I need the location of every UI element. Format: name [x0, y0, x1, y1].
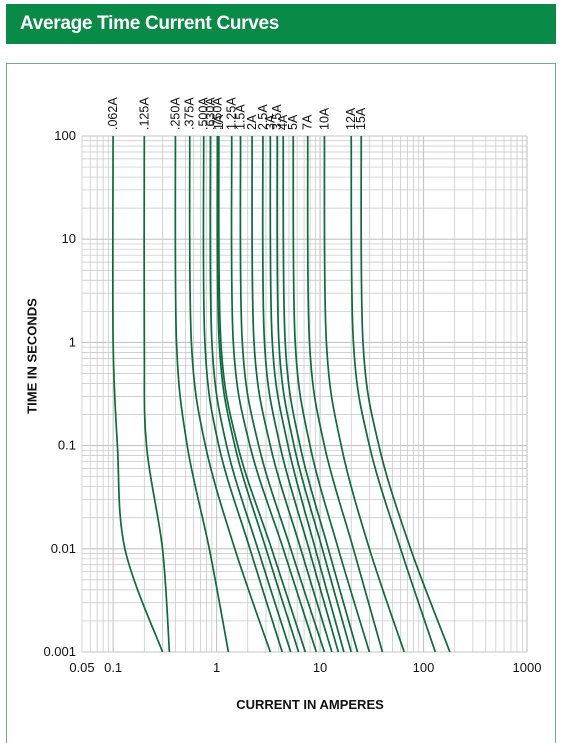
grid	[81, 135, 528, 653]
curve-8	[230, 135, 318, 653]
series-label: .062A	[106, 97, 120, 130]
x-tick-label: 0.05	[69, 660, 94, 675]
curve-11	[261, 135, 340, 653]
curve-3	[188, 135, 272, 653]
chart-frame	[6, 63, 556, 743]
series-label: 4A	[276, 114, 290, 130]
curve-16	[306, 135, 384, 653]
x-tick-label: 100	[413, 660, 435, 675]
series-label: .375A	[183, 97, 197, 130]
y-tick-label: 1	[69, 334, 76, 349]
series-labels: .062A .125A .250A .375A .500A.630A.750A1A1.2…	[106, 97, 368, 130]
curve-14	[282, 135, 359, 653]
page-title: Average Time Current Curves	[20, 13, 280, 34]
series-label: 7A	[301, 114, 315, 130]
curve-2	[174, 135, 230, 653]
curve-0	[111, 135, 164, 653]
series-label: 3A	[263, 114, 277, 130]
series-label: 3.5A	[270, 104, 284, 130]
x-tick-label: 10	[313, 660, 327, 675]
series-label: 10A	[317, 107, 331, 130]
x-tick-label: 1	[213, 660, 220, 675]
curve-19	[360, 135, 451, 653]
x-tick-label: 0.1	[104, 660, 122, 675]
curve-4	[202, 135, 284, 653]
header-bar: Average Time Current Curves	[6, 4, 556, 44]
curves	[111, 135, 451, 653]
curve-5	[209, 135, 292, 653]
series-label: 2.5A	[256, 104, 270, 130]
series-label: .250A	[168, 97, 182, 130]
x-axis-label: CURRENT IN AMPERES	[236, 697, 384, 712]
series-label: .500A	[197, 97, 211, 130]
series-label: 15A	[354, 107, 368, 130]
curve-13	[276, 135, 353, 653]
y-tick-label: 0.01	[51, 541, 76, 556]
series-label: 1.5A	[234, 104, 248, 130]
series-label: 1A	[212, 114, 226, 130]
curve-15	[292, 135, 371, 653]
series-label: 12A	[344, 107, 358, 130]
tick-labels: 0.001 0.01 0.1 1 10 100 0.05 0.1 1 10 100 1000	[43, 128, 541, 675]
curve-1	[143, 135, 171, 653]
curve-10	[251, 135, 333, 653]
curve-17	[323, 135, 406, 653]
series-label: .630A	[203, 97, 217, 130]
series-label: .750A	[211, 97, 225, 130]
curve-12	[269, 135, 345, 653]
x-tick-label: 1000	[513, 660, 542, 675]
series-label: 2A	[245, 114, 259, 130]
y-axis-label: TIME IN SECONDS	[24, 298, 40, 414]
y-tick-label: 0.001	[43, 644, 76, 659]
curve-18	[350, 135, 437, 653]
curve-7	[217, 135, 307, 653]
curve-9	[239, 135, 326, 653]
y-tick-label: 100	[54, 128, 76, 143]
series-label: 5A	[286, 114, 300, 130]
y-tick-label: 0.1	[58, 438, 76, 453]
series-label: .125A	[137, 97, 151, 130]
y-tick-label: 10	[62, 231, 76, 246]
series-label: 1.25A	[225, 97, 239, 130]
curve-6	[216, 135, 300, 653]
